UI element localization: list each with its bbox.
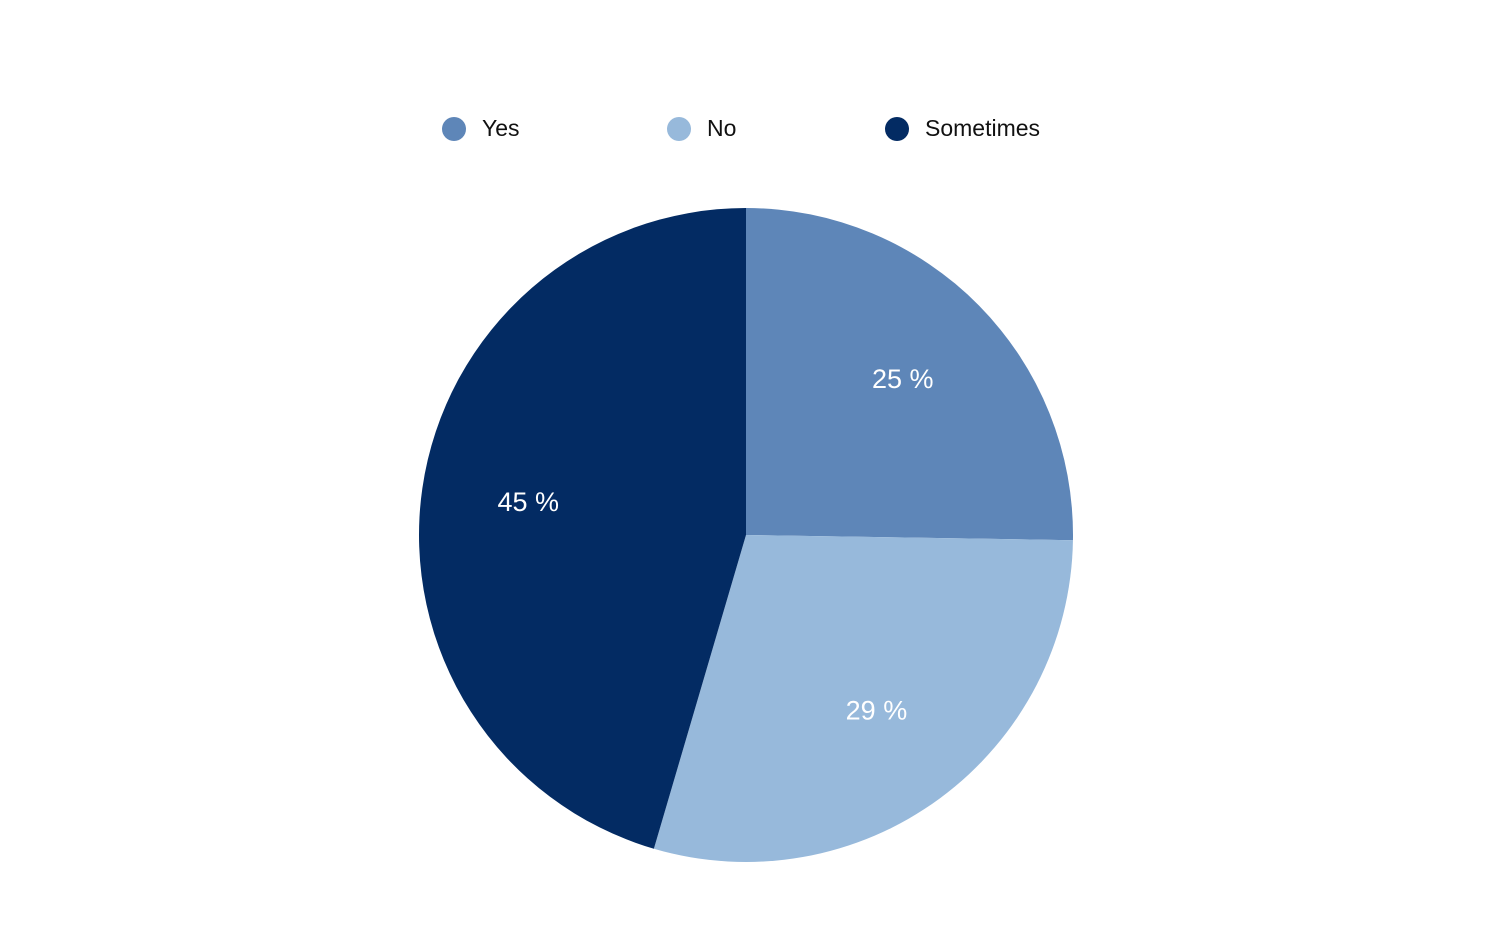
legend-swatch — [667, 117, 691, 141]
value-label: 29 % — [846, 695, 908, 725]
pie-slice — [746, 208, 1074, 541]
value-label: 25 % — [872, 364, 934, 394]
legend-swatch — [442, 117, 466, 141]
pie-slice — [419, 208, 746, 849]
legend-label: No — [707, 115, 736, 141]
legend-label: Yes — [482, 115, 520, 141]
value-label: 45 % — [497, 487, 559, 517]
legend-swatch — [885, 117, 909, 141]
pie-slice — [653, 535, 1073, 862]
legend-label: Sometimes — [925, 115, 1040, 141]
